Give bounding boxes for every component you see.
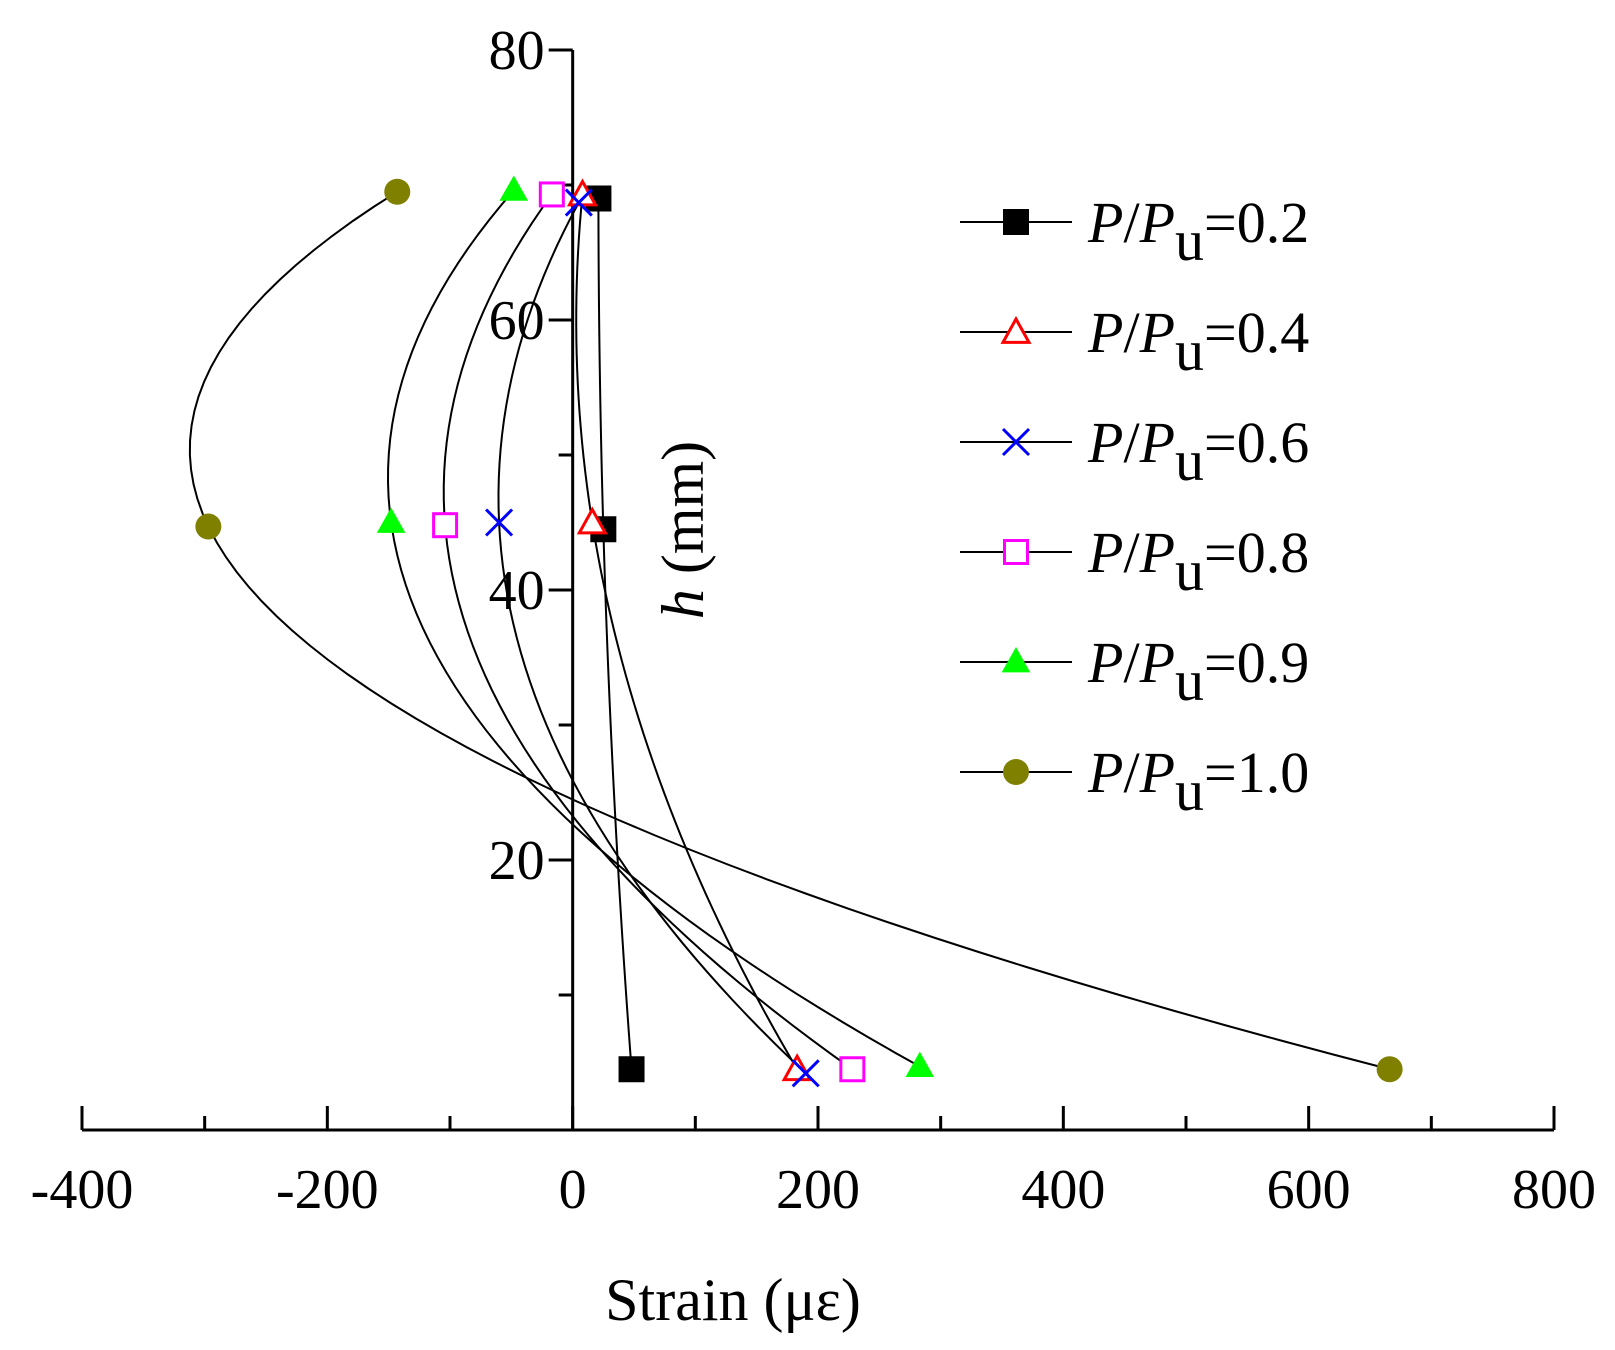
series-line-0 (597, 198, 633, 1070)
axes: -400 -200 0 200 400 600 800 20 40 60 80 (31, 20, 1596, 1221)
legend-item-4: P/Pu=0.9 (960, 630, 1309, 713)
legend-label-base: P (1139, 630, 1175, 695)
legend-label-value: =0.4 (1204, 300, 1309, 365)
legend-label-value: =0.2 (1204, 190, 1309, 255)
data-point-s2-p0 (564, 188, 593, 217)
legend: P/Pu=0.2P/Pu=0.4P/Pu=0.6P/Pu=0.8P/Pu=0.9… (960, 190, 1309, 823)
y-tick-label: 80 (489, 20, 545, 82)
legend-item-5: P/Pu=1.0 (960, 740, 1309, 823)
legend-label-slash: / (1123, 740, 1140, 805)
data-point-s0-p2 (618, 1056, 645, 1083)
legend-item-1: P/Pu=0.4 (960, 300, 1309, 383)
legend-label-base: P (1139, 520, 1175, 585)
series-line-2 (497, 202, 807, 1075)
y-tick-label: 40 (489, 560, 545, 622)
data-point-s2-p1-stroke (485, 508, 514, 537)
legend-label-slash: / (1123, 410, 1140, 475)
legend-label-slash: / (1123, 190, 1140, 255)
legend-label-var: P (1087, 740, 1123, 805)
legend-label-base: P (1139, 410, 1175, 475)
data-point-s3-p0 (538, 181, 565, 208)
series-line-4 (387, 189, 921, 1068)
legend-label: P/Pu=0.9 (1087, 630, 1309, 713)
legend-item-3: P/Pu=0.8 (960, 520, 1309, 603)
y-tick-label: 20 (489, 830, 545, 892)
legend-label-sub: u (1175, 318, 1204, 383)
data-point-s1-p1 (576, 506, 608, 535)
legend-label-var: P (1087, 410, 1123, 475)
series-line-5 (188, 190, 1390, 1071)
data-point-s1-p2 (781, 1053, 813, 1082)
legend-label: P/Pu=0.6 (1087, 410, 1309, 493)
x-tick-label: -200 (276, 1159, 379, 1221)
legend-label-var: P (1087, 630, 1123, 695)
legend-label-sub: u (1175, 538, 1204, 603)
legend-label-value: =0.8 (1204, 520, 1309, 585)
data-point-s2-p2-stroke (791, 1059, 820, 1088)
legend-label-var: P (1087, 300, 1123, 365)
y-tick-label: 60 (489, 290, 545, 352)
legend-label-sub: u (1175, 428, 1204, 493)
data-point-s4-p2 (905, 1051, 935, 1077)
x-tick-label: 200 (776, 1159, 860, 1221)
legend-marker (1003, 759, 1029, 785)
x-axis-label: Strain (με) (605, 1267, 861, 1333)
legend-label-base: P (1139, 190, 1175, 255)
legend-label-slash: / (1123, 630, 1140, 695)
series-markers (195, 175, 1403, 1088)
data-point-s2-p2 (791, 1059, 820, 1088)
data-point-s5-p0 (384, 178, 411, 205)
y-axis-label: h (mm) (650, 441, 716, 619)
legend-label: P/Pu=0.8 (1087, 520, 1309, 603)
data-point-s2-p0-stroke (564, 188, 593, 217)
legend-label-var: P (1087, 190, 1123, 255)
x-tick-label: 0 (559, 1159, 587, 1221)
legend-label-base: P (1139, 300, 1175, 365)
x-tick-label: -400 (31, 1159, 134, 1221)
legend-marker (1001, 647, 1031, 673)
legend-marker-stroke (1001, 427, 1031, 457)
legend-label-value: =0.6 (1204, 410, 1309, 475)
legend-label-slash: / (1123, 520, 1140, 585)
data-point-s2-p1 (485, 508, 514, 537)
legend-label: P/Pu=0.2 (1087, 190, 1309, 273)
series-line-3 (442, 193, 853, 1071)
series-line-1 (575, 194, 799, 1070)
legend-label-sub: u (1175, 208, 1204, 273)
legend-label-slash: / (1123, 300, 1140, 365)
legend-label-base: P (1139, 740, 1175, 805)
x-tick-label: 800 (1512, 1159, 1596, 1221)
legend-marker (1001, 427, 1031, 457)
data-point-s3-p1 (432, 512, 459, 539)
legend-label-sub: u (1175, 758, 1204, 823)
x-tick-label: 600 (1267, 1159, 1351, 1221)
legend-label-value: =1.0 (1204, 740, 1309, 805)
legend-marker (1003, 209, 1029, 235)
legend-label-value: =0.9 (1204, 630, 1309, 695)
legend-label-sub: u (1175, 648, 1204, 713)
legend-label: P/Pu=0.4 (1087, 300, 1309, 383)
legend-label-var: P (1087, 520, 1123, 585)
legend-marker (1000, 315, 1032, 344)
legend-item-0: P/Pu=0.2 (960, 190, 1309, 273)
data-point-s3-p2 (839, 1056, 866, 1083)
data-point-s4-p0 (499, 175, 529, 201)
legend-marker (1003, 539, 1029, 565)
series-curves (188, 189, 1390, 1075)
legend-label: P/Pu=1.0 (1087, 740, 1309, 823)
data-point-s5-p1 (195, 513, 222, 540)
x-tick-label: 400 (1021, 1159, 1105, 1221)
data-point-s4-p1 (376, 507, 406, 533)
data-point-s5-p2 (1376, 1056, 1403, 1083)
legend-item-2: P/Pu=0.6 (960, 410, 1309, 493)
